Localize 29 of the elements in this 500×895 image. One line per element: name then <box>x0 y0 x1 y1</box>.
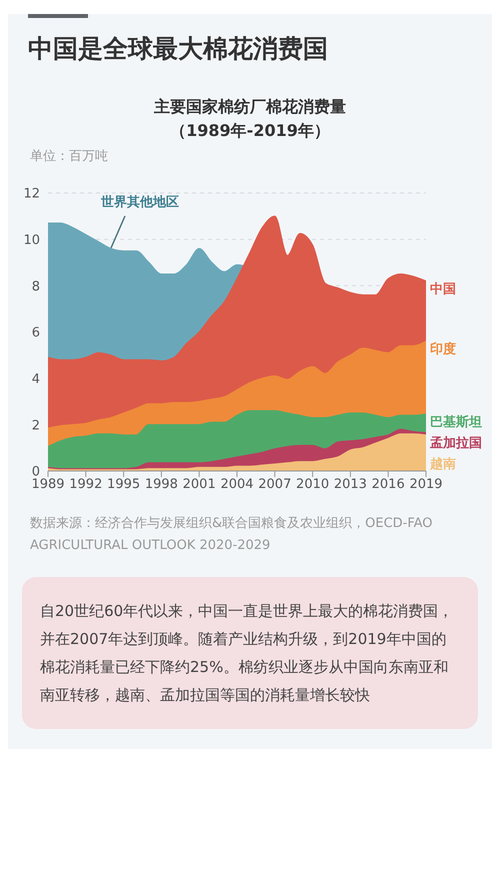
text: 世界其他地区 <box>101 194 179 211</box>
y-axis-title: 单位：百万吨 <box>30 148 109 165</box>
y-tick-label: 8 <box>32 279 40 294</box>
chart-title: 中国是全球最大棉花消费国 <box>28 33 329 65</box>
y-tick-label: 0 <box>32 464 40 480</box>
x-tick-label: 2019 <box>409 477 443 492</box>
x-tick-label: 1998 <box>144 477 178 492</box>
y-tick-label: 4 <box>32 372 40 387</box>
y-tick-label: 2 <box>32 418 40 434</box>
x-tick-label: 1992 <box>69 477 102 492</box>
x-tick-label: 2013 <box>334 477 367 492</box>
series-label: 孟加拉国 <box>430 435 482 452</box>
series-label: 巴基斯坦 <box>430 414 482 432</box>
x-tick-label: 2001 <box>182 477 216 492</box>
x-tick-label: 1995 <box>107 477 140 492</box>
y-tick-label: 6 <box>32 326 40 341</box>
source-note: 数据来源：经济合作与发展组织&联合国粮食及农业组织，OECD-FAO AGRICULTURAL OUTLOOK 2020-2029 <box>30 515 434 555</box>
x-tick-label: 2010 <box>296 477 330 492</box>
chart-subtitle: 主要国家棉纺厂棉花消费量（1989年-2019年） <box>153 96 347 142</box>
series-label: 印度 <box>430 340 456 358</box>
y-tick-label: 12 <box>23 186 40 202</box>
x-tick-label: 1989 <box>31 477 65 492</box>
text: 自20世纪60年代以来，中国一直是世界上最大的棉花消费国，并在2007年达到顶峰。随着产业结构升级，到2019年中国的棉花消耗量已经下降约25%。棉纺织业逐步从中国向东南亚和南亚转移，越南、孟加拉国等国的消耗量增长较快 <box>22 577 478 729</box>
y-tick-label: 10 <box>23 232 40 248</box>
x-tick-label: 2016 <box>372 477 405 492</box>
x-tick-label: 2007 <box>258 477 292 492</box>
series-label: 中国 <box>430 281 456 298</box>
series-label: 越南 <box>430 456 456 474</box>
x-tick-label: 2004 <box>220 477 254 492</box>
